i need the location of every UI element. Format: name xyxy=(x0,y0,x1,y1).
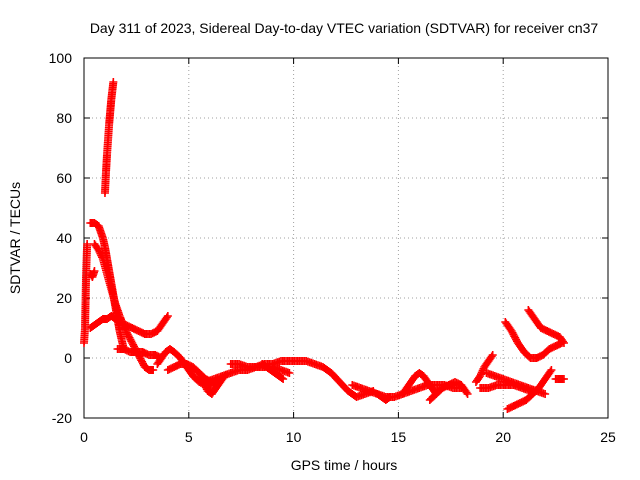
data-point-dense xyxy=(162,313,171,322)
data-point xyxy=(285,369,294,377)
x-tick-label: 5 xyxy=(185,429,193,445)
data-point xyxy=(541,390,550,398)
data-point xyxy=(83,240,92,248)
data-point-dense xyxy=(546,367,555,376)
data-point xyxy=(386,393,395,401)
x-tick-label: 0 xyxy=(80,429,88,445)
data-point xyxy=(559,339,568,347)
x-tick-label: 25 xyxy=(600,429,616,445)
data-point-dense xyxy=(97,251,106,260)
data-point-dense xyxy=(558,337,567,346)
data-point xyxy=(90,267,99,275)
data-point-dense xyxy=(462,388,471,397)
data-point xyxy=(109,78,118,86)
data-point-dense xyxy=(98,253,107,262)
data-point xyxy=(476,372,485,380)
data-point-dense xyxy=(277,374,286,382)
y-tick-label: 0 xyxy=(64,350,72,366)
data-point-dense xyxy=(476,370,485,379)
data-point-dense xyxy=(384,394,393,402)
data-point xyxy=(463,390,472,398)
y-tick-label: 60 xyxy=(56,170,72,186)
grid-lines xyxy=(84,58,608,418)
y-tick-label: 100 xyxy=(49,50,73,66)
x-tick-label: 20 xyxy=(495,429,511,445)
chart-title: Day 311 of 2023, Sidereal Day-to-day VTE… xyxy=(90,20,599,36)
y-tick-label: -20 xyxy=(52,410,72,426)
y-tick-label: 20 xyxy=(56,290,72,306)
y-tick-label: 40 xyxy=(56,230,72,246)
x-tick-label: 15 xyxy=(391,429,407,445)
x-tick-label: 10 xyxy=(286,429,302,445)
data-point xyxy=(149,366,158,374)
data-point xyxy=(279,375,288,383)
data-point-dense xyxy=(95,247,104,256)
data-point xyxy=(94,246,103,254)
data-point-dense xyxy=(96,249,105,258)
data-point xyxy=(559,375,568,383)
y-axis-label: SDTVAR / TECUs xyxy=(7,182,23,294)
data-points xyxy=(80,78,568,413)
plot-frame xyxy=(83,57,609,419)
x-axis-label: GPS time / hours xyxy=(291,457,398,473)
data-point xyxy=(488,351,497,359)
data-point-dense xyxy=(487,352,496,361)
axis-ticks: 0 5 10 15 20 25 -20 0 20 40 60 80 100 xyxy=(49,50,616,445)
y-tick-label: 80 xyxy=(56,110,72,126)
data-point xyxy=(163,312,172,320)
data-point xyxy=(547,366,556,374)
